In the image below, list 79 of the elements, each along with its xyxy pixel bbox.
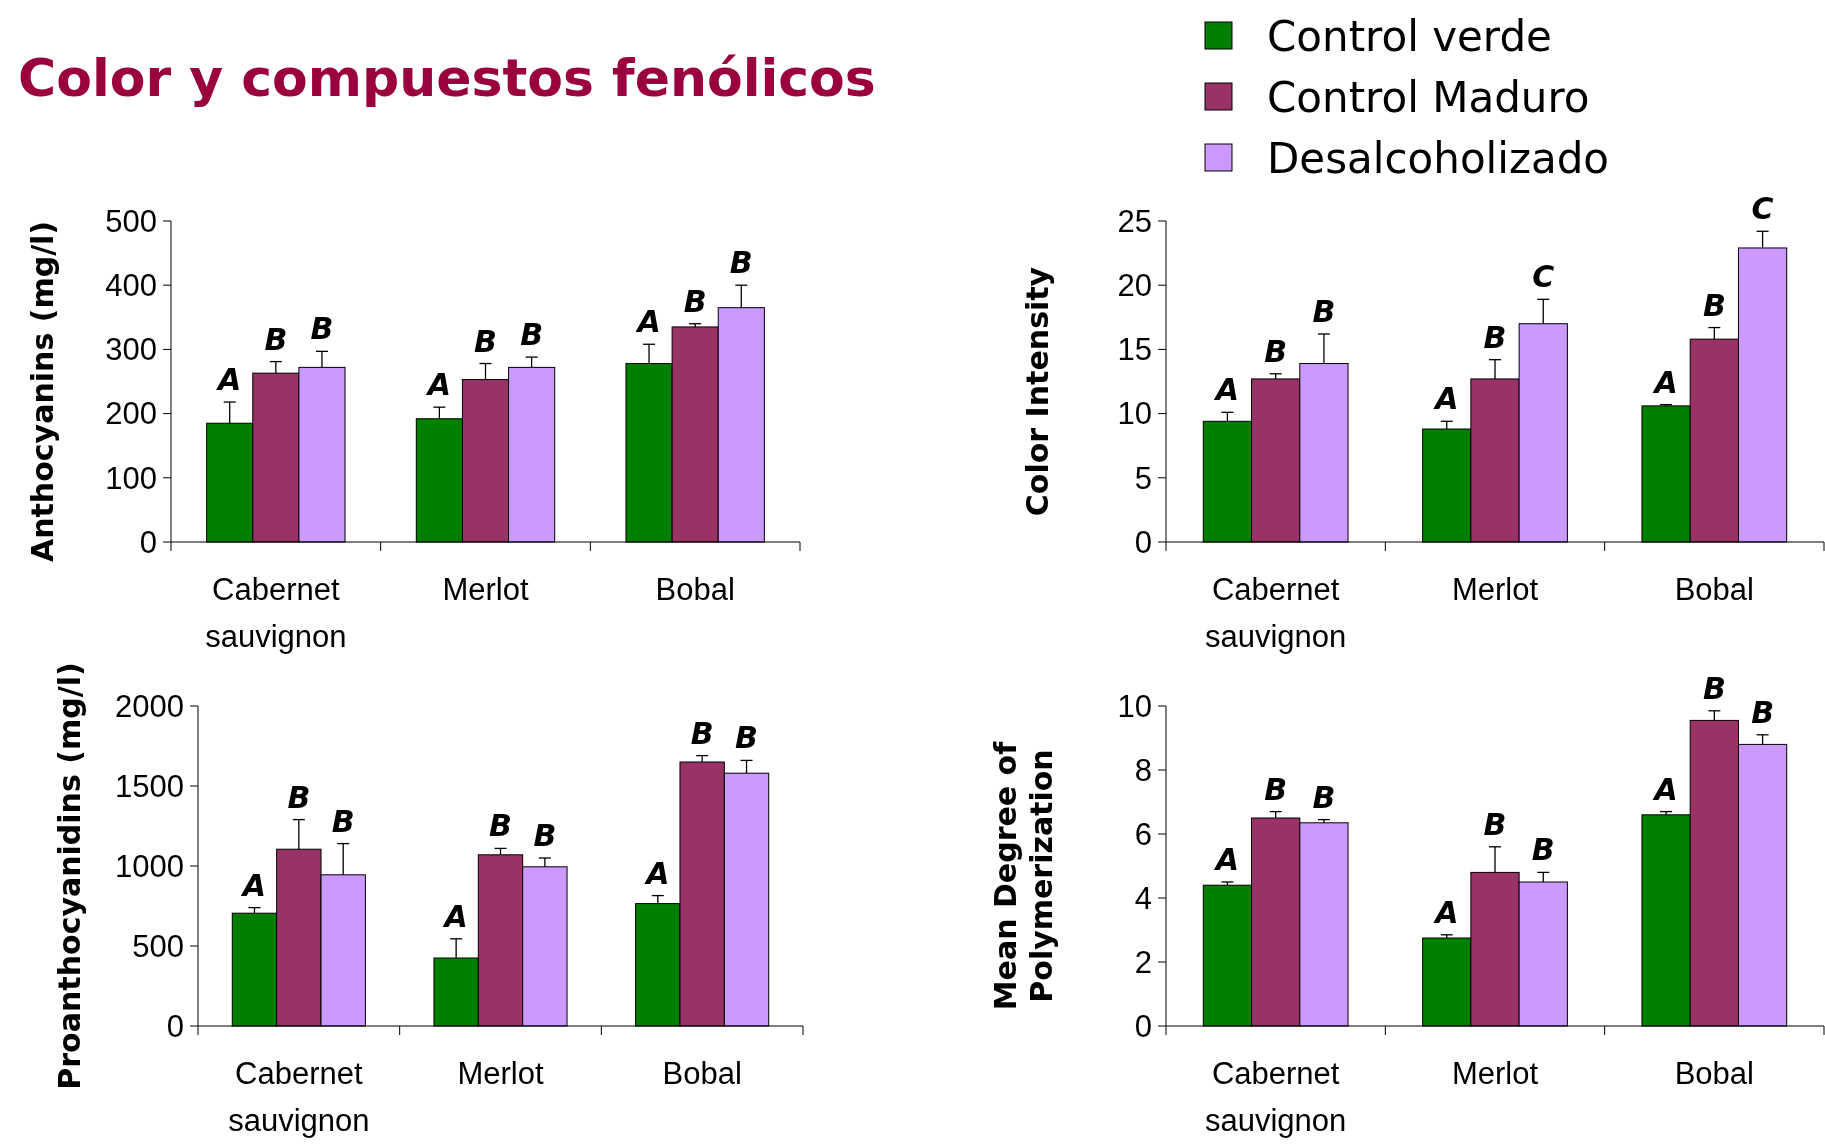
data-label: B: [310, 311, 334, 347]
x-tick-label: Merlot: [442, 572, 529, 607]
y-axis-title: Proanthocyanidins (mg/l): [52, 662, 87, 1090]
y-tick-label: 10: [1117, 688, 1152, 724]
y-tick-label: 20: [1117, 268, 1152, 304]
x-tick-label: Bobal: [1674, 572, 1754, 607]
y-tick-label: 0: [1134, 524, 1152, 560]
y-tick-label: 10: [1117, 396, 1152, 432]
legend-label: Control verde: [1267, 11, 1552, 61]
x-tick-label: Cabernet sauvignon: [205, 572, 347, 654]
data-label: B: [1483, 319, 1507, 355]
data-label: B: [1312, 779, 1336, 815]
y-tick-label: 15: [1117, 332, 1152, 368]
data-label: B: [287, 779, 311, 815]
data-label: B: [520, 317, 544, 353]
x-tick-label: Merlot: [1451, 572, 1539, 607]
data-label: B: [474, 323, 497, 359]
data-label: B: [683, 283, 707, 319]
x-tick-label: Bobal: [655, 572, 735, 607]
y-tick-label: 500: [132, 928, 184, 964]
data-label: A: [1213, 842, 1240, 877]
data-label: B: [690, 715, 714, 751]
data-label: B: [264, 321, 288, 357]
data-label: B: [1702, 287, 1726, 323]
data-label: A: [1652, 364, 1678, 400]
data-label: A: [1433, 894, 1459, 930]
y-tick-label: 1500: [115, 768, 184, 804]
x-tick-label: Cabernet sauvignon: [1204, 572, 1347, 654]
data-label: A: [442, 898, 468, 934]
y-tick-label: 6: [1134, 816, 1152, 852]
data-label: A: [425, 367, 451, 403]
y-tick-label: 0: [139, 524, 157, 560]
y-axis-title: Mean Degree of Polymerization: [988, 740, 1059, 1011]
data-label: B: [1483, 806, 1507, 842]
data-label: A: [1652, 771, 1678, 807]
x-tick-label: Merlot: [457, 1056, 544, 1091]
data-label: B: [1264, 771, 1288, 807]
y-tick-label: 25: [1117, 203, 1152, 239]
y-tick-label: 300: [105, 332, 157, 368]
data-label: B: [1702, 670, 1726, 706]
y-tick-label: 2000: [115, 688, 184, 724]
y-axis-title: Anthocyanins (mg/l): [25, 220, 60, 563]
x-tick-label: Merlot: [1451, 1056, 1539, 1091]
x-tick-label: Bobal: [662, 1056, 742, 1091]
data-label: C: [1532, 259, 1555, 295]
y-tick-label: 200: [105, 396, 157, 432]
y-tick-label: 8: [1134, 752, 1152, 788]
data-label: B: [1751, 694, 1775, 730]
y-axis-title: Color Intensity: [1020, 266, 1055, 517]
y-tick-label: 0: [1134, 1008, 1152, 1044]
chart-title: Color y compuestos fenólicos: [18, 48, 876, 108]
data-label: A: [644, 855, 670, 891]
data-label: B: [729, 245, 753, 281]
data-label: C: [1751, 191, 1774, 227]
y-tick-label: 500: [105, 203, 157, 239]
data-label: B: [1264, 333, 1288, 369]
legend-label: Desalcoholizado: [1267, 133, 1610, 183]
data-label: B: [489, 808, 512, 844]
legend-label: Control Maduro: [1267, 72, 1590, 122]
y-tick-label: 5: [1134, 460, 1152, 496]
data-label: B: [735, 720, 758, 756]
x-tick-label: Bobal: [1674, 1056, 1754, 1091]
data-label: A: [240, 867, 267, 903]
data-label: B: [331, 803, 355, 839]
data-label: A: [1433, 381, 1459, 417]
y-tick-label: 4: [1134, 880, 1152, 916]
y-tick-label: 2: [1134, 944, 1152, 980]
y-tick-label: 1000: [115, 848, 184, 884]
data-label: A: [216, 362, 242, 398]
data-label: B: [1531, 832, 1555, 868]
data-label: B: [533, 818, 557, 853]
y-tick-label: 400: [105, 268, 157, 304]
x-tick-label: Cabernet sauvignon: [228, 1056, 370, 1138]
x-tick-label: Cabernet sauvignon: [1204, 1056, 1347, 1138]
y-tick-label: 100: [105, 460, 157, 496]
data-label: A: [1213, 372, 1240, 408]
data-label: A: [635, 304, 661, 340]
y-tick-label: 0: [166, 1008, 184, 1044]
data-label: B: [1312, 293, 1336, 329]
